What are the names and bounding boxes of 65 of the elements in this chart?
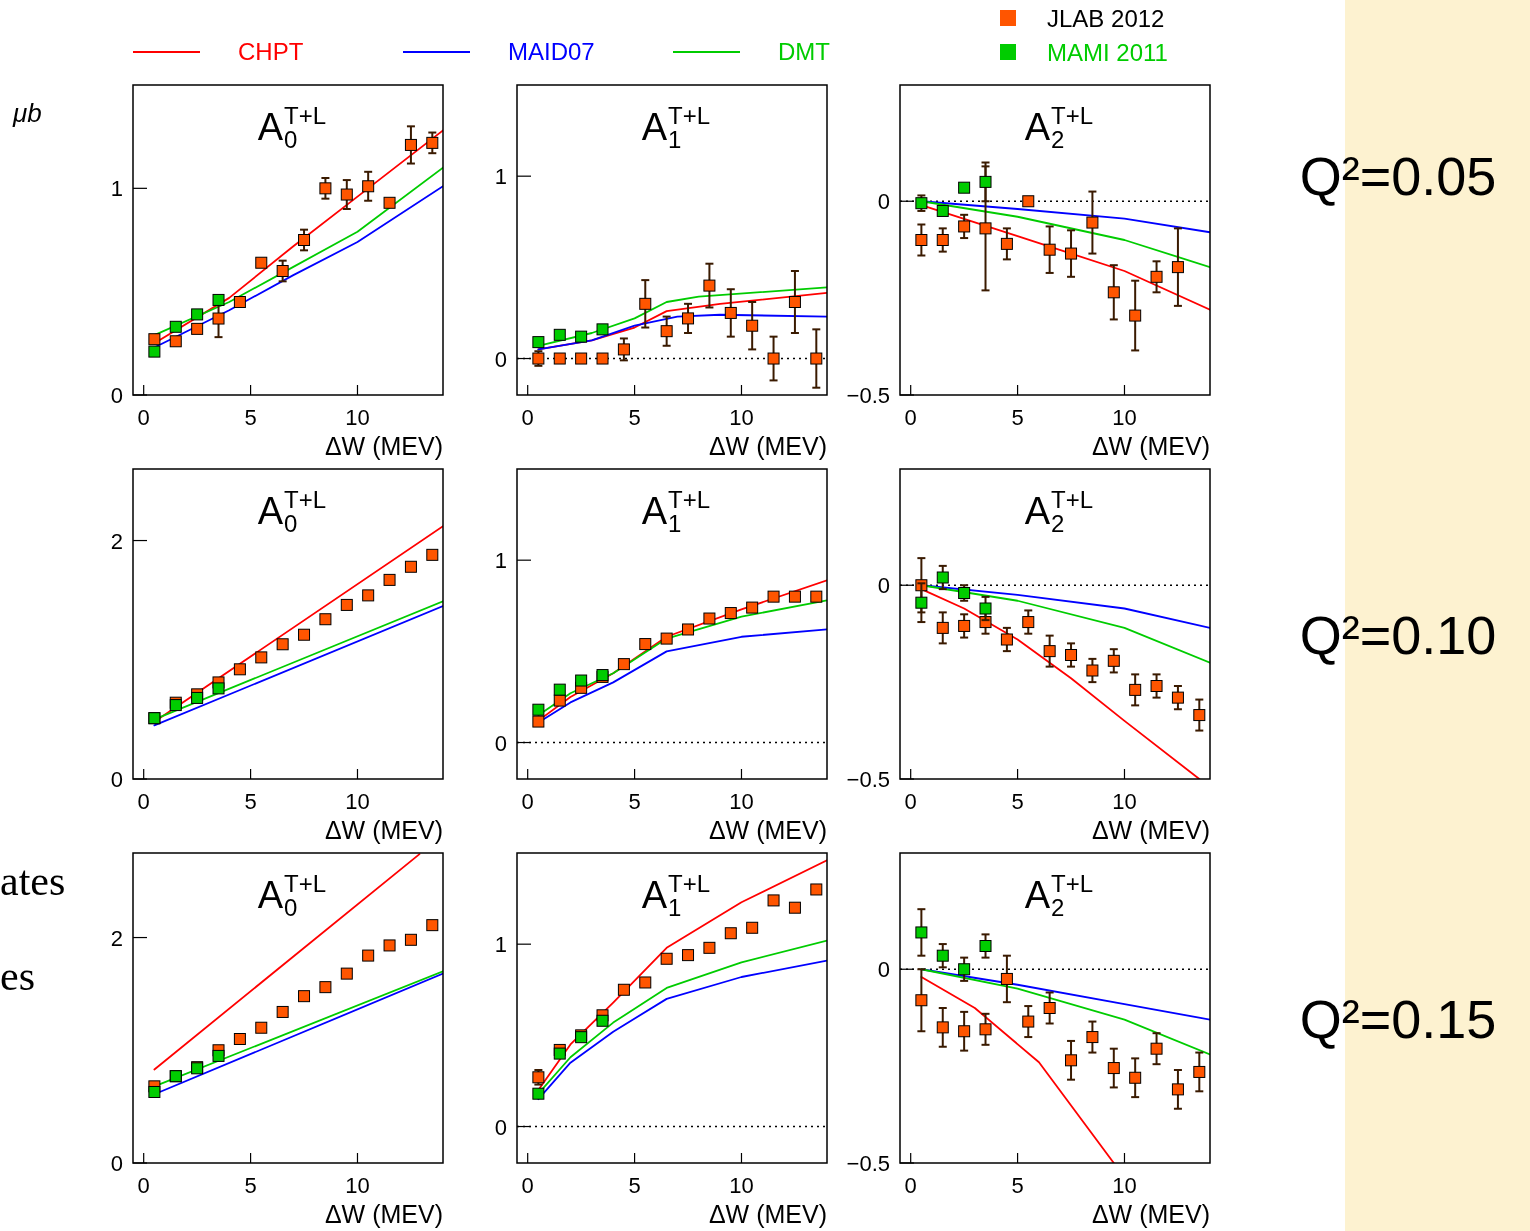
x-axis-title: ΔW (MEV) <box>324 816 443 844</box>
x-tick-label: 5 <box>628 789 641 814</box>
y-tick-label: 2 <box>110 925 123 951</box>
y-tick-label: 0 <box>110 767 123 792</box>
text: Q²=0.05 <box>1299 146 1497 206</box>
x-tick-label: 10 <box>729 405 754 430</box>
text: es <box>0 953 35 999</box>
y-tick-label: 0 <box>877 573 890 599</box>
y-tick-label: 0 <box>877 957 890 983</box>
y-tick-label: −0.5 <box>846 767 890 792</box>
x-axis-title: ΔW (MEV) <box>324 432 443 460</box>
x-tick-label: 10 <box>345 1173 370 1198</box>
x-tick-label: 0 <box>137 1173 150 1198</box>
x-tick-label: 0 <box>137 789 150 814</box>
y-tick-label: 1 <box>494 932 507 958</box>
y-tick-label: 2 <box>110 528 123 554</box>
x-tick-label: 5 <box>1011 1173 1024 1198</box>
x-tick-label: 0 <box>904 405 917 430</box>
x-axis-title: ΔW (MEV) <box>1091 816 1210 844</box>
y-tick-label: 0 <box>110 1151 123 1176</box>
x-tick-label: 5 <box>628 1173 641 1198</box>
text: Q²=0.10 <box>1299 605 1497 665</box>
y-tick-label: −0.5 <box>846 1151 890 1176</box>
legend-label: MAMI 2011 <box>1047 39 1168 66</box>
x-axis-title: ΔW (MEV) <box>1091 1200 1210 1228</box>
legend-label: MAID07 <box>508 38 595 65</box>
x-tick-label: 5 <box>244 789 257 814</box>
x-tick-label: 10 <box>1112 1173 1137 1198</box>
x-tick-label: 0 <box>521 405 534 430</box>
x-tick-label: 5 <box>628 405 641 430</box>
x-tick-label: 10 <box>1112 405 1137 430</box>
y-tick-label: 0 <box>494 346 507 372</box>
y-tick-label: 0 <box>494 1114 507 1140</box>
legend-label: DMT <box>778 38 831 65</box>
y-tick-label: −0.5 <box>846 383 890 408</box>
x-tick-label: 0 <box>904 789 917 814</box>
x-tick-label: 0 <box>521 789 534 814</box>
legend-label: JLAB 2012 <box>1047 5 1165 32</box>
y-tick-label: 1 <box>494 548 507 574</box>
x-axis-title: ΔW (MEV) <box>324 1200 443 1228</box>
x-tick-label: 5 <box>1011 789 1024 814</box>
x-tick-label: 10 <box>729 789 754 814</box>
y-tick-label: 1 <box>110 176 123 202</box>
x-axis-title: ΔW (MEV) <box>708 816 827 844</box>
x-tick-label: 5 <box>244 405 257 430</box>
y-tick-label: 1 <box>494 164 507 190</box>
x-axis-title: ΔW (MEV) <box>708 1200 827 1228</box>
y-tick-label: 0 <box>494 730 507 756</box>
x-tick-label: 10 <box>1112 789 1137 814</box>
text: ates <box>0 858 66 904</box>
x-tick-label: 10 <box>729 1173 754 1198</box>
text: Q²=0.15 <box>1299 989 1497 1049</box>
x-tick-label: 10 <box>345 789 370 814</box>
y-axis-title: μb <box>12 98 42 128</box>
legend-label: CHPT <box>238 38 304 65</box>
x-tick-label: 5 <box>1011 405 1024 430</box>
x-tick-label: 0 <box>137 405 150 430</box>
x-tick-label: 0 <box>521 1173 534 1198</box>
x-tick-label: 10 <box>345 405 370 430</box>
y-tick-label: 0 <box>110 383 123 408</box>
x-tick-label: 0 <box>904 1173 917 1198</box>
x-tick-label: 5 <box>244 1173 257 1198</box>
y-tick-label: 0 <box>877 189 890 215</box>
x-axis-title: ΔW (MEV) <box>1091 432 1210 460</box>
x-axis-title: ΔW (MEV) <box>708 432 827 460</box>
